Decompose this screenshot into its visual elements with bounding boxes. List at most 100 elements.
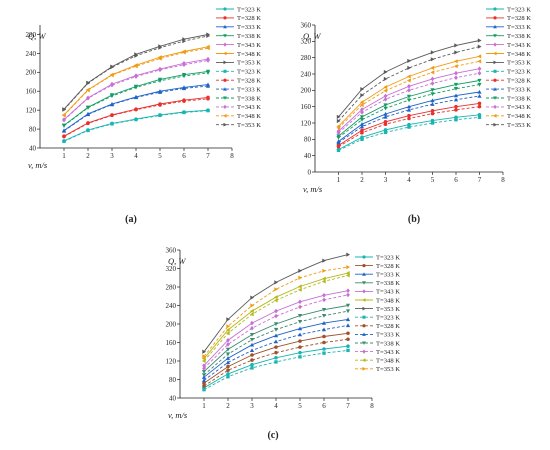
legend-marker: [223, 122, 227, 127]
legend-entry: T=323 K: [507, 69, 531, 76]
data-point: [297, 284, 302, 289]
data-point: [273, 333, 279, 338]
legend-marker: [362, 366, 366, 371]
data-point: [407, 65, 412, 70]
data-point: [346, 288, 350, 293]
legend-marker: [493, 60, 497, 65]
series-8: [62, 108, 210, 144]
series-12: [336, 70, 482, 136]
data-point: [477, 104, 482, 109]
data-point: [360, 93, 365, 98]
data-point: [454, 50, 459, 55]
x-tick-label: 4: [274, 402, 278, 410]
legend-entry: T=353 K: [376, 306, 400, 313]
data-point: [274, 345, 278, 349]
data-point: [133, 85, 139, 90]
data-point: [477, 54, 482, 59]
data-point: [274, 308, 278, 314]
data-point: [273, 298, 278, 303]
data-point: [297, 287, 302, 292]
legend-entry: T=333 K: [237, 86, 261, 93]
data-point: [225, 327, 230, 333]
x-tick-label: 8: [230, 152, 234, 160]
data-point: [322, 293, 326, 298]
data-point: [182, 62, 186, 67]
data-point: [158, 113, 162, 118]
legend-marker: [493, 87, 497, 91]
data-point: [322, 297, 326, 303]
x-tick-label: 6: [454, 176, 458, 184]
data-point: [109, 102, 115, 107]
data-point: [61, 113, 66, 118]
data-point: [407, 58, 412, 63]
data-point: [225, 352, 231, 357]
y-tick-label: 200: [301, 87, 312, 95]
data-point: [321, 314, 327, 318]
legend-entry: T=348 K: [376, 358, 400, 365]
legend-marker: [493, 69, 497, 73]
data-point: [297, 332, 303, 337]
y-tick-label: 320: [301, 38, 312, 46]
data-point: [322, 340, 326, 345]
x-tick-label: 7: [478, 176, 482, 184]
data-point: [62, 134, 66, 139]
data-point: [430, 111, 435, 116]
data-point: [477, 59, 482, 64]
data-point: [250, 358, 254, 362]
data-point: [274, 355, 278, 360]
data-point: [273, 327, 279, 332]
data-point: [249, 333, 255, 337]
data-point: [383, 88, 388, 93]
data-point: [110, 122, 114, 126]
legend: T=323 KT=328 KT=333 KT=338 KT=343 KT=348…: [486, 6, 531, 129]
x-tick-label: 7: [206, 152, 210, 160]
legend-marker: [223, 87, 227, 91]
data-point: [430, 50, 435, 55]
y-tick-label: 200: [26, 69, 37, 77]
series-4: [201, 303, 351, 374]
data-point: [134, 117, 138, 122]
data-point: [157, 90, 163, 94]
data-point: [249, 312, 254, 317]
data-point: [360, 107, 364, 112]
data-point: [61, 124, 67, 128]
series-13: [61, 46, 210, 118]
data-point: [298, 275, 303, 280]
legend-marker: [362, 341, 366, 345]
data-point: [383, 119, 388, 124]
data-point: [274, 360, 278, 364]
series-3: [336, 89, 482, 144]
data-point: [225, 331, 230, 336]
data-point: [274, 280, 279, 285]
data-point: [453, 59, 458, 64]
data-point: [322, 347, 326, 351]
data-point: [133, 64, 138, 69]
legend-marker: [223, 16, 227, 20]
data-point: [406, 104, 412, 109]
data-point: [336, 118, 341, 124]
data-point: [202, 381, 206, 385]
data-point: [359, 102, 364, 108]
legend-marker: [362, 315, 366, 319]
data-point: [250, 303, 255, 308]
data-point: [345, 323, 351, 328]
x-tick-label: 8: [501, 176, 505, 184]
y-tick-label: 80: [29, 125, 37, 133]
legend-marker: [493, 7, 497, 11]
data-point: [110, 65, 115, 70]
data-point: [201, 370, 207, 374]
data-point: [297, 314, 303, 318]
data-point: [202, 354, 207, 359]
series-line: [338, 116, 480, 151]
data-point: [430, 102, 435, 106]
legend-marker: [223, 69, 227, 73]
data-point: [383, 76, 388, 81]
data-point: [477, 89, 482, 94]
legend-marker: [362, 358, 366, 363]
series-line: [203, 254, 349, 353]
legend-marker: [223, 78, 227, 82]
data-point: [110, 82, 114, 88]
x-tick-label: 5: [431, 176, 435, 184]
legend-marker: [223, 96, 227, 100]
data-point: [273, 295, 278, 300]
